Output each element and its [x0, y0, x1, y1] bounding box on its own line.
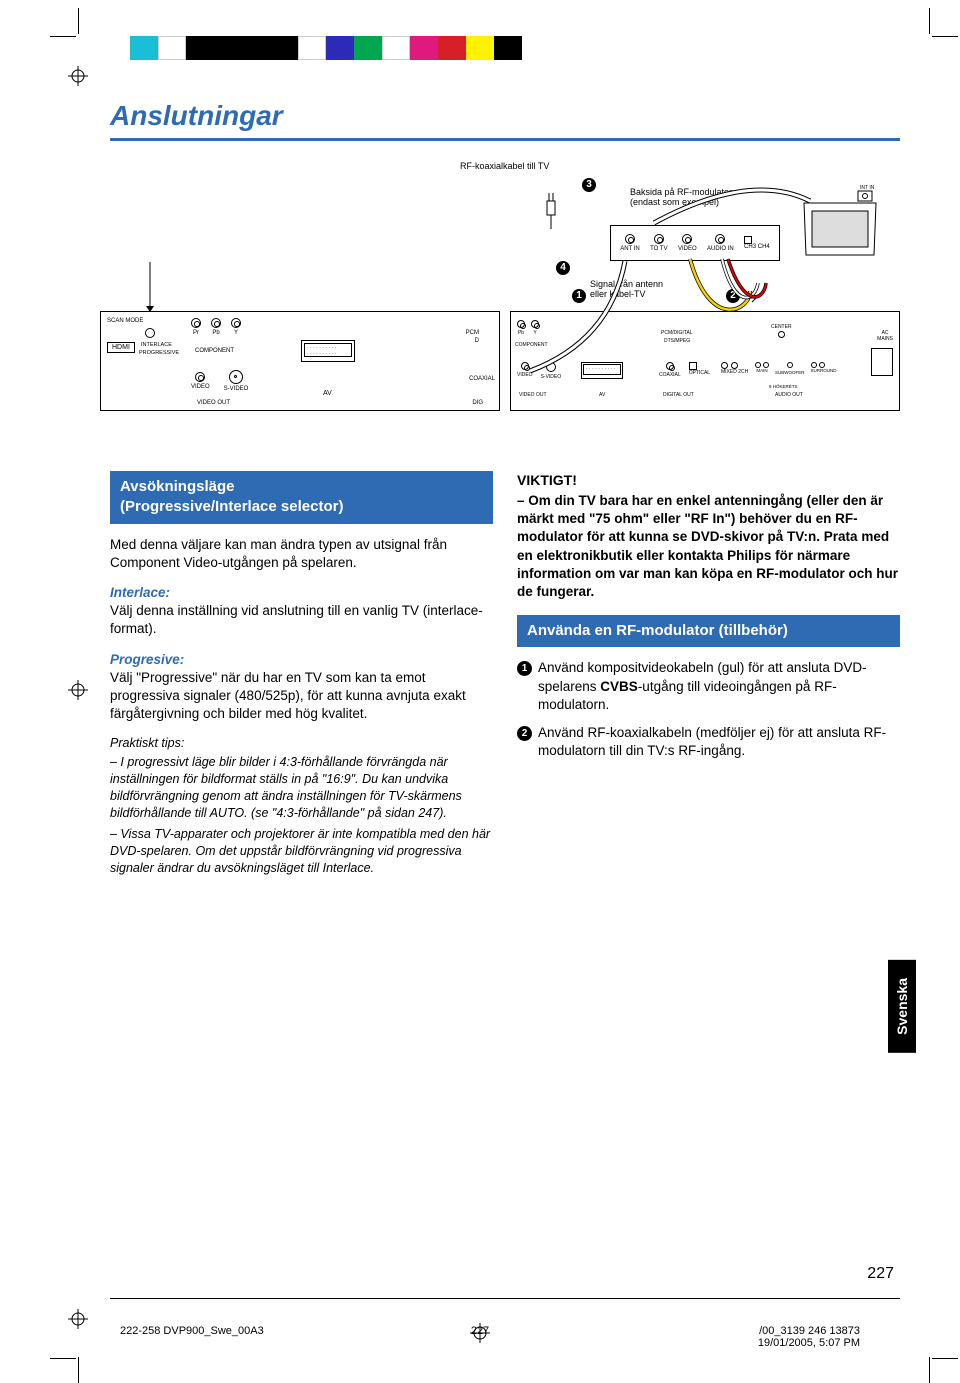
label-y: Y [231, 330, 241, 336]
r-dtsmpeg: DTS/MPEG [664, 338, 690, 344]
port-ch3: CH3 [744, 244, 756, 250]
port-ant-in: ANT IN [620, 246, 640, 252]
label-dig: DIG [472, 400, 483, 406]
r-pb: Pb [517, 330, 525, 336]
page-title: Anslutningar [110, 100, 900, 132]
rf-mod-header: Använda en RF-modulator (tillbehör) [517, 615, 900, 647]
step-2-num: 2 [517, 726, 532, 741]
label-d: D [475, 338, 479, 344]
tip-1: – I progressivt läge blir bilder i 4:3-f… [110, 754, 493, 822]
r-y: Y [531, 330, 539, 336]
r-video-out: VIDEO OUT [519, 392, 547, 398]
r-coaxial: COAXIAL [659, 372, 681, 378]
label-scan-mode: SCAN MODE [107, 318, 143, 324]
footer-rule [110, 1298, 900, 1299]
label-pr: Pr [191, 330, 201, 336]
dvd-panel-closeup: SCAN MODE HDMI INTERLACE PROGRESSIVE Pr … [100, 311, 500, 411]
label-interlace: INTERLACE [141, 342, 172, 348]
progressive-heading: Progresive: [110, 652, 184, 667]
footer: 222-258 DVP900_Swe_00A3 227 /00_3139 246… [0, 1325, 960, 1349]
port-to-tv: TO TV [650, 246, 667, 252]
step-1-num: 1 [517, 661, 532, 676]
tv-icon: INT IN [800, 185, 880, 265]
r-digital-out: DIGITAL OUT [663, 392, 694, 398]
page-number: 227 [867, 1265, 894, 1283]
r-mixed: MIXED 2CH [721, 369, 748, 375]
callout-2: 2 [726, 289, 740, 303]
r-component: COMPONENT [515, 342, 548, 348]
port-video: VIDEO [678, 246, 697, 252]
interlace-heading: Interlace: [110, 585, 170, 600]
scan-intro: Med denna väljare kan man ändra typen av… [110, 536, 493, 572]
label-av: AV [323, 390, 332, 397]
r-acmains: AC MAINS [877, 330, 893, 342]
port-ch4: CH4 [758, 244, 770, 250]
label-coaxial: COAXIAL [469, 376, 495, 382]
scan-mode-header: Avsökningsläge (Progressive/Interlace se… [110, 471, 493, 524]
label-pcm: PCM [466, 330, 479, 336]
plug-icon [540, 189, 562, 229]
r-av: AV [599, 392, 605, 398]
r-pcmdigital: PCM/DIGITAL [661, 330, 693, 336]
rf-back-label: Baksida på RF-modulator (endast som exem… [630, 187, 732, 207]
rf-modulator-panel: ANT IN TO TV VIDEO AUDIO IN CH3 CH4 [610, 225, 780, 261]
rf-cable-label: RF-koaxialkabel till TV [460, 161, 549, 171]
r-surround: SURROUND [811, 368, 837, 373]
pointer-line [143, 262, 157, 312]
footer-right-bot: 19/01/2005, 5:07 PM [758, 1337, 860, 1349]
label-video: VIDEO [191, 384, 210, 390]
interlace-text: Välj denna inställning vid anslutning ti… [110, 603, 483, 636]
label-svideo: S-VIDEO [224, 386, 249, 392]
r-bo: 8 HÖKERÉTS [769, 384, 798, 389]
callout-3: 3 [582, 178, 596, 192]
tip-2: – Vissa TV-apparater och projektorer är … [110, 826, 493, 877]
footer-left: 222-258 DVP900_Swe_00A3 [120, 1325, 264, 1349]
language-tab: Svenska [888, 960, 916, 1053]
r-video: VIDEO [517, 372, 533, 378]
label-video-out: VIDEO OUT [197, 400, 230, 406]
r-svideo: S-VIDEO [541, 374, 562, 380]
tips-heading: Praktiskt tips: [110, 735, 493, 752]
step-2-text: Använd RF-koaxialkabeln (medföljer ej) f… [538, 724, 900, 760]
right-column: VIKTIGT! – Om din TV bara har en enkel a… [517, 471, 900, 876]
r-main: MAIN [755, 368, 769, 373]
svg-text:INT IN: INT IN [860, 185, 875, 191]
r-center: CENTER [771, 324, 792, 330]
callout-4: 4 [556, 261, 570, 275]
label-pb: Pb [211, 330, 221, 336]
r-sub: SUBWOOFER [775, 370, 805, 375]
connection-diagram: RF-koaxialkabel till TV 3 ANT IN TO TV V… [110, 161, 900, 441]
signal-label: Signal från antenn eller kabel-TV [590, 279, 663, 299]
label-component: COMPONENT [195, 348, 234, 354]
step-1-text: Använd kompositvideokabeln (gul) för att… [538, 659, 900, 714]
port-audio-in: AUDIO IN [707, 246, 734, 252]
viktigt-text: – Om din TV bara har en enkel antenningå… [517, 492, 900, 601]
progressive-text: Välj "Progressive" när du har en TV som … [110, 670, 466, 721]
arrow-icon [742, 293, 760, 303]
left-column: Avsökningsläge (Progressive/Interlace se… [110, 471, 493, 876]
viktigt-heading: VIKTIGT! [517, 471, 900, 490]
label-progressive: PROGRESSIVE [139, 350, 179, 356]
dvd-panel-full: Pb Y COMPONENT VIDEO S-VIDEO VIDEO OUT A… [510, 311, 900, 411]
r-optical: OPTICAL [689, 370, 710, 376]
title-rule [110, 138, 900, 141]
callout-1: 1 [572, 289, 586, 303]
footer-right-top: /00_3139 246 13873 [759, 1325, 860, 1337]
footer-center: 227 [471, 1325, 489, 1337]
label-hdmi: HDMI [107, 342, 135, 353]
r-audio-out: AUDIO OUT [775, 392, 803, 398]
